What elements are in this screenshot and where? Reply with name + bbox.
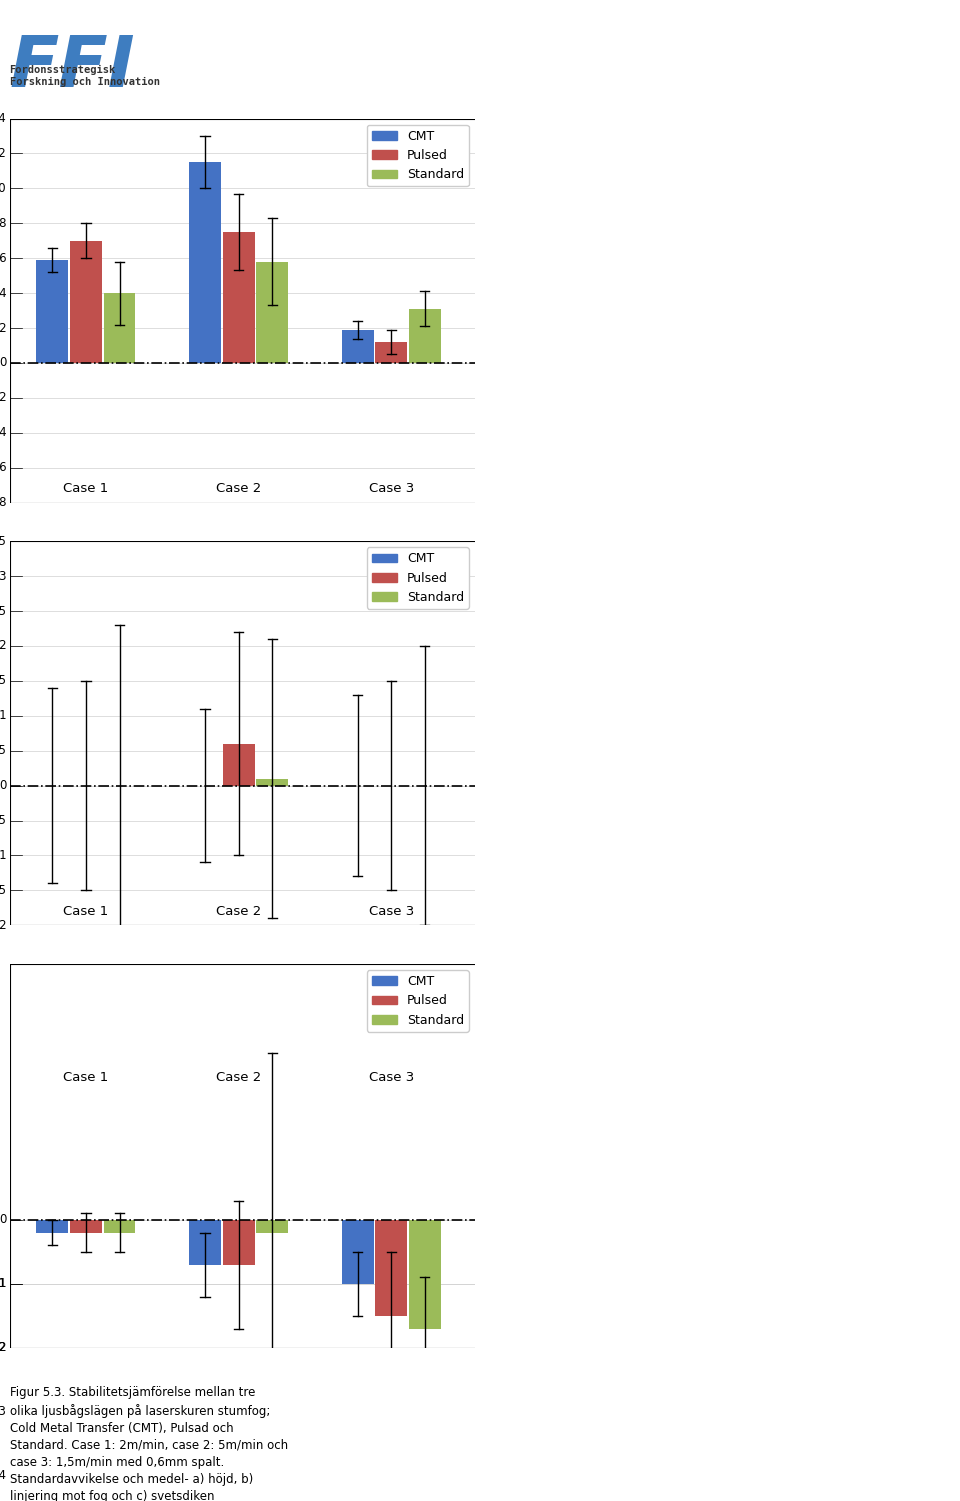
- Bar: [36, 260, 68, 363]
- Text: -0,4: -0,4: [0, 1469, 7, 1483]
- Text: 0: 0: [0, 356, 7, 369]
- Text: 0,2: 0,2: [0, 392, 7, 404]
- Text: Case 3: Case 3: [369, 1072, 414, 1084]
- Text: 0: 0: [0, 1213, 7, 1226]
- Bar: [104, 293, 135, 363]
- Legend: CMT, Pulsed, Standard: CMT, Pulsed, Standard: [367, 548, 468, 609]
- Text: Case 2: Case 2: [216, 905, 261, 917]
- Text: Forskning och Innovation: Forskning och Innovation: [10, 78, 159, 87]
- Text: 0,15: 0,15: [0, 884, 7, 896]
- Text: Case 3: Case 3: [369, 482, 414, 495]
- Text: -0,3: -0,3: [0, 1405, 7, 1418]
- Text: 1,4: 1,4: [0, 113, 7, 125]
- Text: 0,2: 0,2: [0, 919, 7, 932]
- Bar: [342, 330, 373, 363]
- Bar: [409, 309, 441, 363]
- Bar: [70, 240, 102, 363]
- Text: 0,15: 0,15: [0, 674, 7, 687]
- Bar: [256, 1220, 288, 1232]
- Bar: [409, 1220, 441, 1328]
- Text: 0,1: 0,1: [0, 850, 7, 862]
- Text: Case 1: Case 1: [63, 482, 108, 495]
- Text: Case 2: Case 2: [216, 1072, 261, 1084]
- Text: Case 2: Case 2: [216, 482, 261, 495]
- Text: 0,4: 0,4: [0, 287, 7, 300]
- Text: Figur 5.3. Stabilitetsjämförelse mellan tre
olika ljusbågslägen på laserskuren s: Figur 5.3. Stabilitetsjämförelse mellan …: [10, 1387, 288, 1501]
- Legend: CMT, Pulsed, Standard: CMT, Pulsed, Standard: [367, 970, 468, 1031]
- Text: 0,8: 0,8: [0, 216, 7, 230]
- Bar: [223, 743, 254, 785]
- Text: 0,3: 0,3: [0, 569, 7, 582]
- Bar: [256, 779, 288, 785]
- Bar: [189, 1220, 221, 1265]
- Text: 0,2: 0,2: [0, 1342, 7, 1354]
- Bar: [223, 233, 254, 363]
- Text: 0,25: 0,25: [0, 605, 7, 617]
- Legend: CMT, Pulsed, Standard: CMT, Pulsed, Standard: [367, 125, 468, 186]
- Text: -0,2: -0,2: [0, 1342, 7, 1354]
- Text: 0,2: 0,2: [0, 639, 7, 653]
- Bar: [342, 1220, 373, 1283]
- Bar: [189, 162, 221, 363]
- Text: 0,4: 0,4: [0, 426, 7, 440]
- Bar: [375, 1220, 407, 1316]
- Text: Fordonsstrategisk: Fordonsstrategisk: [10, 65, 116, 75]
- Text: 0,05: 0,05: [0, 744, 7, 757]
- Bar: [256, 261, 288, 363]
- Text: FFI: FFI: [10, 33, 135, 102]
- Text: 0,35: 0,35: [0, 534, 7, 548]
- Text: 0,8: 0,8: [0, 497, 7, 509]
- Text: 0,05: 0,05: [0, 814, 7, 827]
- Text: 0,2: 0,2: [0, 321, 7, 335]
- Bar: [223, 1220, 254, 1265]
- Text: 0: 0: [0, 779, 7, 793]
- Text: Case 1: Case 1: [63, 905, 108, 917]
- Text: 1,0: 1,0: [0, 182, 7, 195]
- Bar: [70, 1220, 102, 1232]
- Bar: [36, 1220, 68, 1232]
- Text: Case 1: Case 1: [63, 1072, 108, 1084]
- Text: -0,1: -0,1: [0, 1277, 7, 1291]
- Bar: [104, 1220, 135, 1232]
- Text: 0,1: 0,1: [0, 1277, 7, 1291]
- Text: 0,6: 0,6: [0, 461, 7, 474]
- Text: 1,2: 1,2: [0, 147, 7, 161]
- Bar: [375, 342, 407, 363]
- Text: 0,6: 0,6: [0, 252, 7, 264]
- Text: 0,1: 0,1: [0, 710, 7, 722]
- Text: Case 3: Case 3: [369, 905, 414, 917]
